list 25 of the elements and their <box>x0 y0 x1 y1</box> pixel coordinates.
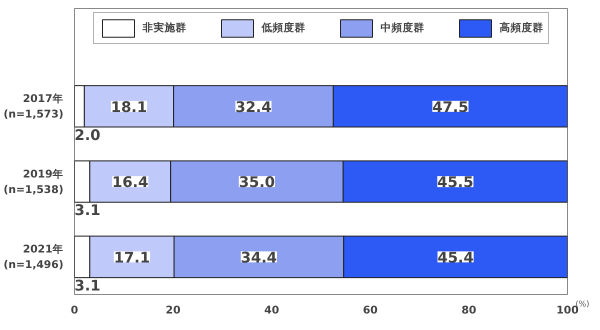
legend-label: 低頻度群 <box>262 21 306 35</box>
legend-label: 中頻度群 <box>380 21 424 35</box>
data-label: 34.4 <box>240 249 277 266</box>
data-label: 2.0 <box>74 126 100 144</box>
x-tick-label: 60 <box>362 304 378 316</box>
data-label: 35.0 <box>238 174 275 192</box>
data-label: 17.1 <box>114 249 150 266</box>
data-label: 45.5 <box>437 174 474 192</box>
x-tick-label: 20 <box>166 304 181 316</box>
data-label: 16.4 <box>112 174 148 192</box>
x-tick-label: 80 <box>461 304 476 316</box>
y-tick-label: 2017年 (n=1,573) <box>4 92 64 121</box>
legend-label: 非実施群 <box>142 21 186 35</box>
data-label: 47.5 <box>432 98 469 116</box>
data-label: 32.4 <box>235 98 272 116</box>
x-tick-label: 100 <box>556 304 579 316</box>
data-label: 45.4 <box>438 249 474 266</box>
data-label: 3.1 <box>74 202 100 220</box>
x-tick-label: 40 <box>264 304 280 316</box>
data-label: 18.1 <box>110 98 148 116</box>
y-tick-label: 2019年 (n=1,538) <box>4 167 64 196</box>
x-tick-label: 0 <box>70 304 78 316</box>
legend-label: 高頻度群 <box>500 21 544 35</box>
y-tick-label: 2021年 (n=1,496) <box>4 242 64 272</box>
data-label: 3.1 <box>74 277 100 294</box>
